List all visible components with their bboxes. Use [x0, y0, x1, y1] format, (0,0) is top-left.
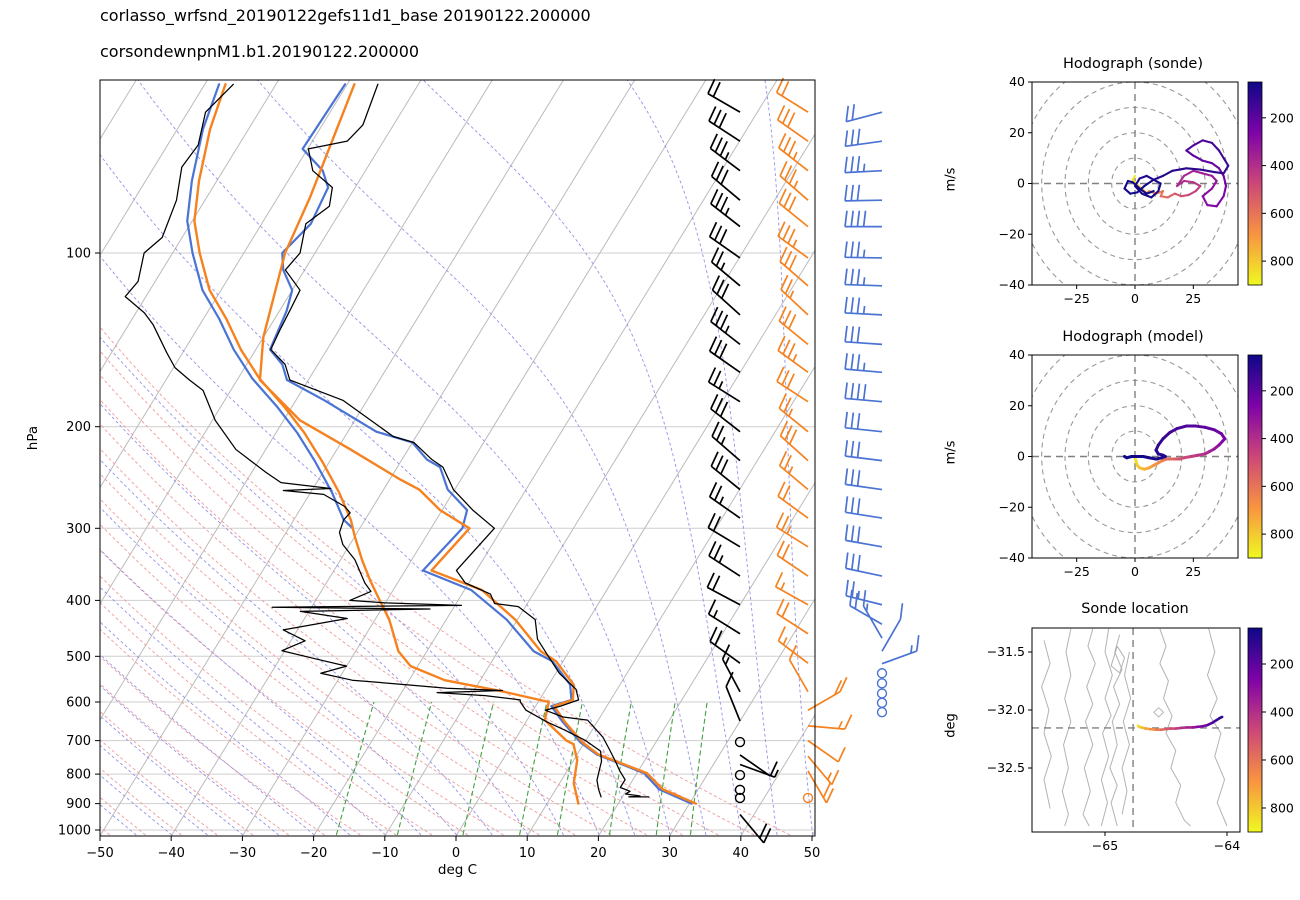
calm-wind-circle — [876, 668, 888, 679]
calm-wind-circle — [734, 736, 746, 748]
skewt-axes: −50 −40 −30 −20 −10 0 10 20 30 40 50 100 200 300 400 50… — [58, 79, 821, 861]
hodograph-panel-2: −25 0 25 −40 −20 0 20 40 200 400 600 800 — [999, 347, 1294, 579]
tick-label: −20 — [300, 846, 327, 861]
tick-label: 400 — [66, 594, 91, 609]
obs-dew-line — [124, 83, 603, 798]
calm-wind-circle — [802, 792, 814, 804]
tick-label: 400 — [1270, 431, 1294, 446]
tick-label: 200 — [66, 420, 91, 435]
calm-wind-circle — [876, 707, 888, 718]
hodograph-sonde-yaxis-label: m/s — [943, 167, 959, 192]
tick-label: −40 — [999, 550, 1025, 565]
map-terrain-contours — [1032, 628, 1240, 832]
tick-label: −30 — [229, 846, 256, 861]
tick-label: 500 — [66, 650, 91, 665]
tick-label: −32.0 — [987, 702, 1025, 717]
tick-label: 0 — [1131, 291, 1139, 306]
hodograph-model-title: Hodograph (model) — [1062, 329, 1204, 345]
tick-label: 300 — [66, 522, 91, 537]
hodograph-model-yaxis-label: m/s — [943, 440, 959, 465]
tick-label: 700 — [66, 734, 91, 749]
tick-label: −31.5 — [987, 644, 1025, 659]
skewt-profiles — [124, 83, 698, 805]
tick-label: 600 — [1270, 753, 1294, 768]
map-title: Sonde location — [1081, 601, 1189, 617]
tick-label: 600 — [1270, 479, 1294, 494]
tick-label: 100 — [66, 247, 91, 262]
hodograph-trace — [1123, 424, 1227, 471]
tick-label: 400 — [1270, 705, 1294, 720]
hodograph-trace — [1123, 139, 1230, 208]
tick-label: 20 — [1009, 125, 1025, 140]
tick-label: 40 — [1009, 74, 1025, 89]
tick-label: −40 — [157, 846, 184, 861]
tick-label: 20 — [590, 846, 607, 861]
skewt-xaxis-label: deg C — [437, 862, 478, 878]
tick-label: 900 — [66, 797, 91, 812]
tick-label: 1000 — [58, 824, 91, 839]
obs-temp-line — [270, 83, 650, 798]
tick-label: 800 — [1270, 527, 1294, 542]
tick-label: 10 — [519, 846, 536, 861]
tick-label: 25 — [1185, 564, 1201, 579]
tick-label: 200 — [1270, 383, 1294, 398]
map-panel: −65 −64 −31.5 −32.0 −32.5 200 400 600 800 — [987, 627, 1294, 853]
map-yaxis-label: deg — [943, 713, 959, 738]
calm-wind-circle — [734, 769, 746, 781]
pressure-colorbar — [1247, 81, 1263, 286]
tick-label: 0 — [1017, 449, 1025, 464]
tick-label: −32.5 — [987, 760, 1025, 775]
tick-label: 20 — [1009, 398, 1025, 413]
figure-title-line2: corsondewnpnM1.b1.20190122.200000 — [100, 42, 420, 61]
tick-label: −25 — [1063, 291, 1089, 306]
tick-label: 600 — [66, 695, 91, 710]
tick-label: −50 — [86, 846, 113, 861]
calm-wind-circle — [734, 784, 746, 796]
tick-label: −25 — [1063, 564, 1089, 579]
hodograph-sonde-title: Hodograph (sonde) — [1063, 56, 1203, 72]
skewt-background — [100, 80, 815, 836]
skewt-yaxis-label: hPa — [25, 425, 41, 451]
calm-wind-circle — [876, 697, 888, 709]
sonde-track — [1136, 715, 1224, 732]
tick-label: 40 — [733, 846, 750, 861]
mod2-dew-line — [193, 83, 580, 805]
barb-column-model-barbs — [774, 77, 853, 804]
tick-label: 800 — [1270, 801, 1294, 816]
mod-dew-line — [186, 83, 354, 530]
tick-label: 0 — [452, 846, 460, 861]
tick-label: 25 — [1185, 291, 1201, 306]
hodograph-panel-1: −25 0 25 −40 −20 0 20 40 200 400 600 800 — [999, 74, 1294, 306]
calm-wind-circle — [734, 792, 746, 804]
tick-label: 200 — [1270, 657, 1294, 672]
tick-label: −10 — [371, 846, 398, 861]
barb-column-sonde-barbs — [706, 78, 779, 844]
tick-label: 800 — [1270, 254, 1294, 269]
tick-label: 800 — [66, 768, 91, 783]
barb-column-model-barbs-outer — [844, 104, 920, 718]
pressure-colorbar — [1247, 627, 1263, 833]
tick-label: 0 — [1017, 176, 1025, 191]
tick-label: −64 — [1214, 838, 1240, 853]
tick-label: 600 — [1270, 206, 1294, 221]
tick-label: 200 — [1270, 110, 1294, 125]
figure-title-line1: corlasso_wrfsnd_20190122gefs11d1_base 20… — [100, 6, 591, 25]
tick-label: −40 — [999, 277, 1025, 292]
wind-barbs — [706, 77, 920, 844]
tick-label: 50 — [804, 846, 821, 861]
tick-label: 0 — [1131, 564, 1139, 579]
calm-wind-circle — [876, 688, 888, 699]
tick-label: −65 — [1092, 838, 1118, 853]
tick-label: 400 — [1270, 158, 1294, 173]
calm-wind-circle — [876, 678, 888, 689]
tick-label: −20 — [999, 226, 1025, 241]
tick-label: −20 — [999, 499, 1025, 514]
pressure-colorbar — [1247, 354, 1263, 559]
tick-label: 30 — [661, 846, 678, 861]
tick-label: 40 — [1009, 347, 1025, 362]
